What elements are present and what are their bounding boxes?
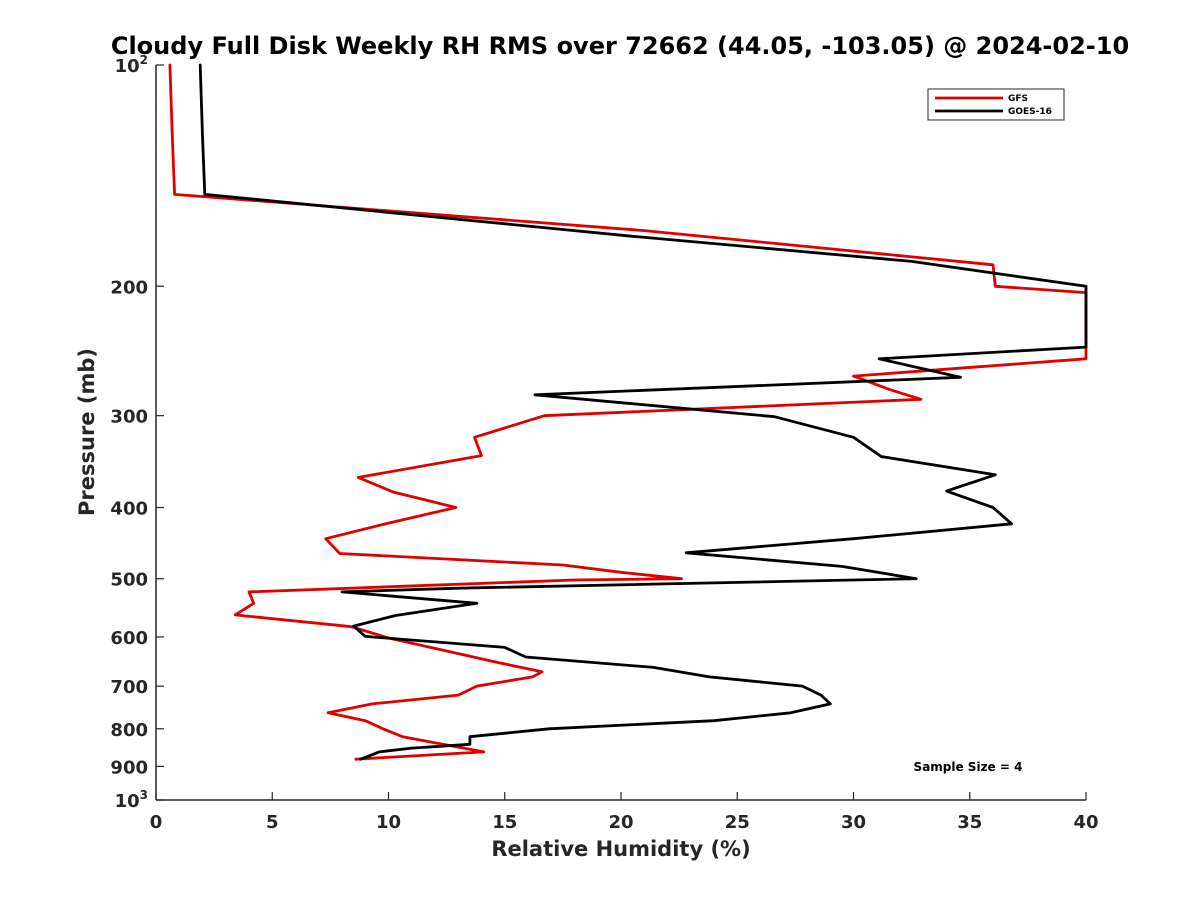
y-tick-label: 500 [110, 570, 148, 591]
chart-title: Cloudy Full Disk Weekly RH RMS over 7266… [111, 32, 1129, 60]
x-tick-label: 0 [150, 812, 163, 833]
y-tick-label: 800 [110, 720, 148, 741]
x-tick-label: 30 [841, 812, 866, 833]
legend-box [927, 88, 1065, 121]
y-tick-label: 700 [110, 677, 148, 698]
x-tick-label: 15 [492, 812, 517, 833]
sample-size-annotation: Sample Size = 4 [914, 760, 1023, 774]
y-tick-label: 200 [110, 277, 148, 298]
y-tick-label: 400 [110, 499, 148, 520]
x-tick-label: 40 [1073, 812, 1098, 833]
y-tick-label: 102 [115, 53, 148, 77]
y-axis-label: Pressure (mb) [75, 348, 99, 516]
series-line-goes-16 [198, 63, 1088, 761]
x-ticks: 0 5 10 15 20 25 30 35 40 [150, 792, 1099, 833]
y-tick-label: 600 [110, 628, 148, 649]
plot-area [156, 65, 1086, 800]
x-tick-label: 25 [725, 812, 750, 833]
y-tick-label: 103 [115, 788, 148, 812]
x-tick-label: 35 [957, 812, 982, 833]
legend[interactable]: GFS GOES-16 [927, 88, 1065, 121]
x-axis-label: Relative Humidity (%) [491, 837, 750, 861]
y-ticks: 102 200 300 400 500 600 700 800 900 103 [110, 53, 164, 812]
x-tick-label: 5 [266, 812, 279, 833]
x-tick-label: 20 [608, 812, 633, 833]
x-tick-label: 10 [376, 812, 401, 833]
y-tick-label: 300 [110, 407, 148, 428]
legend-label: GFS [1008, 94, 1028, 104]
legend-label: GOES-16 [1008, 107, 1052, 117]
y-tick-label: 900 [110, 757, 148, 778]
series-layer [168, 63, 1088, 761]
